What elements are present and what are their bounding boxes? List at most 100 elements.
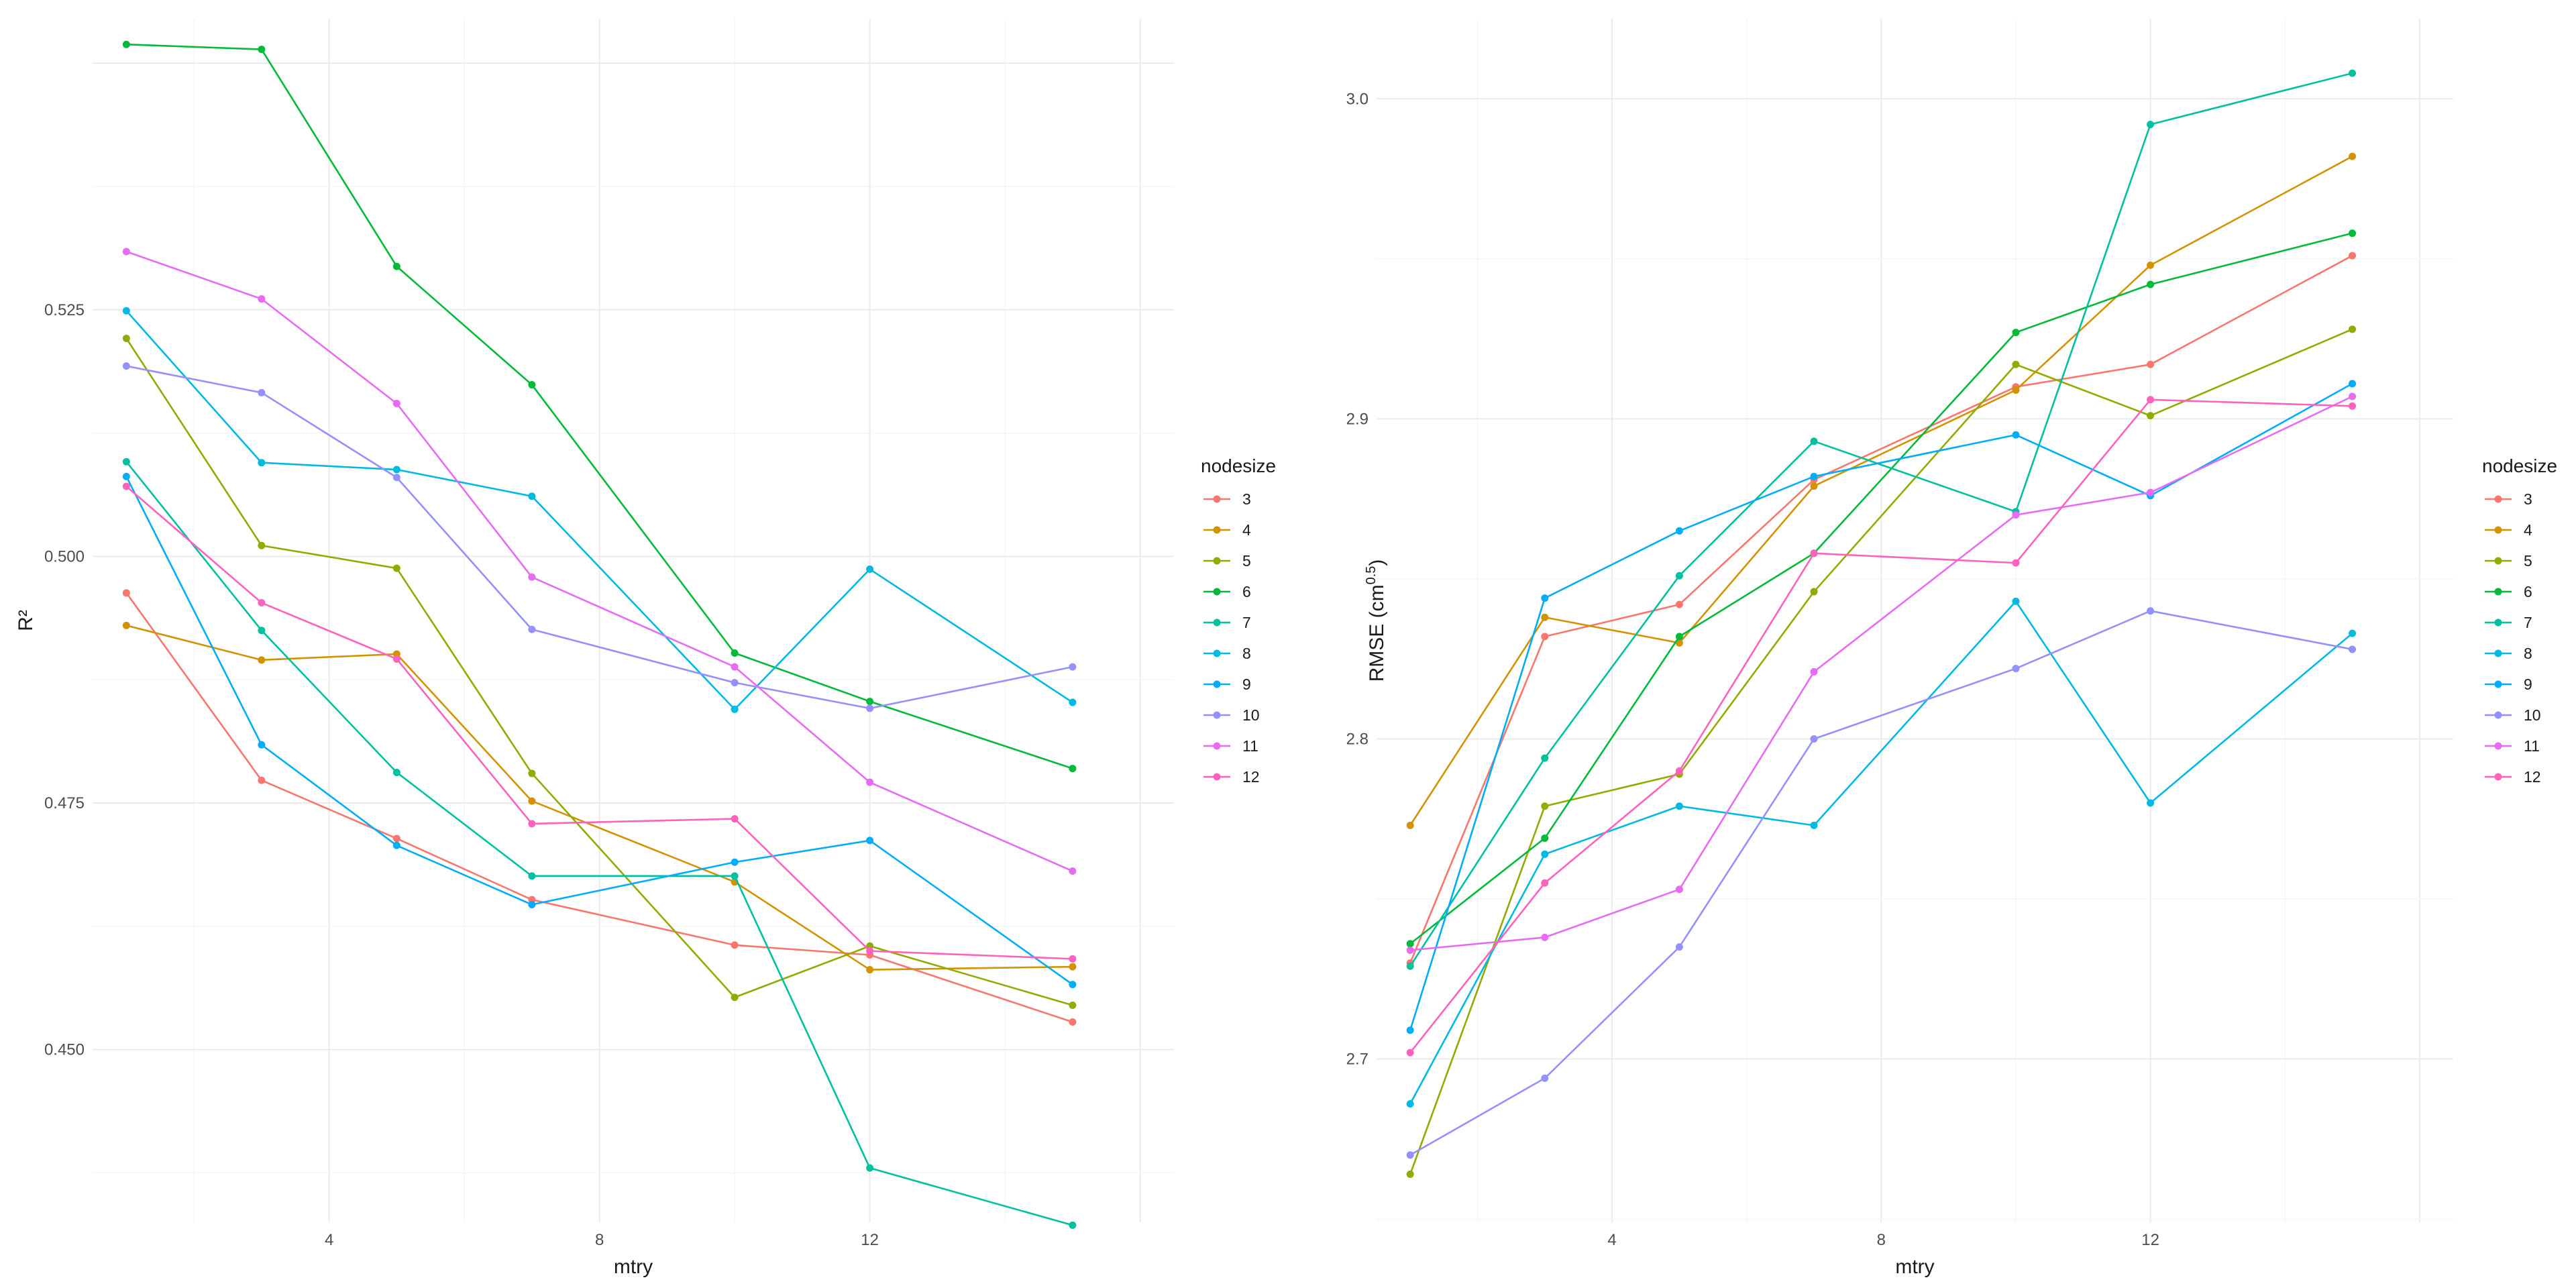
data-point-6: [866, 698, 874, 706]
data-point-11: [1810, 667, 1818, 676]
data-point-7: [528, 872, 536, 880]
legend-item: 5: [1203, 552, 1251, 570]
data-point-7: [258, 627, 266, 635]
data-point-12: [1406, 1049, 1414, 1057]
data-point-10: [2349, 645, 2357, 653]
r2-chart-panel: 4 8 12 0.450 0.475 0.500 0.525 mtry R² nodesize 3 4…: [15, 19, 1276, 1278]
legend-item: 10: [1203, 706, 1260, 724]
y-gridlines: [1377, 98, 2453, 1220]
data-point-12: [1675, 767, 1683, 775]
data-point-6: [2012, 329, 2020, 337]
x-axis-title: mtry: [1895, 1256, 1934, 1278]
legend-item: 11: [1203, 737, 1258, 755]
data-point-5: [2349, 325, 2357, 333]
data-point-11: [731, 663, 739, 671]
y-axis-title-superscript: 0.5: [1364, 566, 1379, 585]
data-point-7: [1406, 962, 1414, 970]
legend-item: 4: [1203, 521, 1251, 539]
legend-key-point: [2494, 680, 2502, 688]
legend-item: 3: [2485, 490, 2532, 508]
y-axis-title-text: R²: [15, 610, 37, 631]
data-point-6: [1675, 633, 1683, 641]
legend-key-point: [1213, 711, 1221, 719]
data-point-6: [528, 381, 536, 389]
y-tick-label: 0.500: [44, 547, 85, 566]
data-point-9: [1069, 981, 1077, 989]
data-point-6: [2147, 280, 2155, 288]
data-point-8: [1810, 821, 1818, 829]
data-point-12: [528, 820, 536, 828]
legend-item: 12: [1203, 768, 1260, 786]
legend-label: 4: [1242, 521, 1251, 539]
x-tick-label: 8: [1877, 1231, 1886, 1249]
legend-item: 6: [2485, 583, 2532, 600]
data-point-10: [1406, 1151, 1414, 1159]
legend-item: 5: [2485, 552, 2532, 570]
legend-label: 11: [2524, 737, 2540, 755]
data-point-9: [258, 741, 266, 749]
data-point-3: [1069, 1018, 1077, 1026]
data-point-7: [122, 458, 130, 466]
y-axis-title-text: RMSE (cm: [1366, 584, 1388, 682]
data-point-11: [2012, 511, 2020, 519]
legend-key-point: [2494, 649, 2502, 657]
data-point-12: [1541, 879, 1549, 887]
data-point-6: [122, 40, 130, 48]
data-point-4: [1069, 963, 1077, 971]
data-point-4: [258, 656, 266, 664]
data-point-8: [1541, 850, 1549, 858]
data-point-10: [1069, 663, 1077, 671]
data-point-6: [258, 46, 266, 54]
data-point-9: [2012, 431, 2020, 439]
data-point-11: [2349, 392, 2357, 400]
legend: nodesize 3 4 5 6 7 8 9 10 11 12: [2482, 455, 2557, 786]
legend-item: 12: [2485, 768, 2541, 786]
legend-key-point: [2494, 588, 2502, 596]
data-point-12: [392, 655, 400, 663]
legend-key-point: [1213, 742, 1221, 750]
data-point-9: [122, 472, 130, 480]
legend-item: 3: [1203, 490, 1251, 508]
legend-item: 9: [2485, 676, 2532, 693]
data-point-4: [2012, 386, 2020, 394]
x-tick-label: 12: [2141, 1231, 2159, 1249]
data-point-4: [2147, 261, 2155, 269]
data-point-5: [1810, 588, 1818, 596]
rmse-chart: 4 8 12 2.7 2.8 2.9 3.0 mtry RMSE (cm0.5) nodesize…: [1346, 19, 2557, 1278]
legend-label: 11: [1242, 737, 1258, 755]
legend-key-point: [2494, 495, 2502, 503]
data-point-4: [1675, 639, 1683, 647]
legend-label: 7: [2524, 614, 2532, 631]
data-point-7: [1810, 437, 1818, 445]
data-point-10: [392, 474, 400, 482]
data-point-5: [2012, 360, 2020, 368]
data-point-10: [1810, 735, 1818, 743]
data-point-5: [1069, 1001, 1077, 1009]
data-point-12: [258, 599, 266, 607]
legend-key-point: [2494, 619, 2502, 627]
data-point-3: [731, 941, 739, 949]
legend-label: 3: [2524, 490, 2532, 508]
data-point-12: [731, 815, 739, 823]
data-point-4: [866, 966, 874, 974]
data-point-8: [731, 705, 739, 713]
data-point-9: [1541, 594, 1549, 602]
data-point-10: [2147, 607, 2155, 615]
data-point-10: [866, 704, 874, 712]
data-point-12: [2012, 559, 2020, 567]
legend-item: 9: [1203, 676, 1251, 693]
data-point-4: [1541, 613, 1549, 621]
series-group: [1406, 69, 2357, 1178]
data-point-4: [1406, 821, 1414, 829]
data-point-11: [528, 573, 536, 581]
data-point-10: [731, 679, 739, 687]
x-gridlines: [1477, 19, 2420, 1222]
data-point-4: [528, 797, 536, 805]
data-point-12: [1810, 549, 1818, 557]
legend-title: nodesize: [1201, 455, 1276, 476]
x-tick-label: 12: [861, 1231, 879, 1249]
data-point-9: [866, 837, 874, 845]
data-point-7: [731, 872, 739, 880]
x-axis-title: mtry: [614, 1256, 653, 1278]
